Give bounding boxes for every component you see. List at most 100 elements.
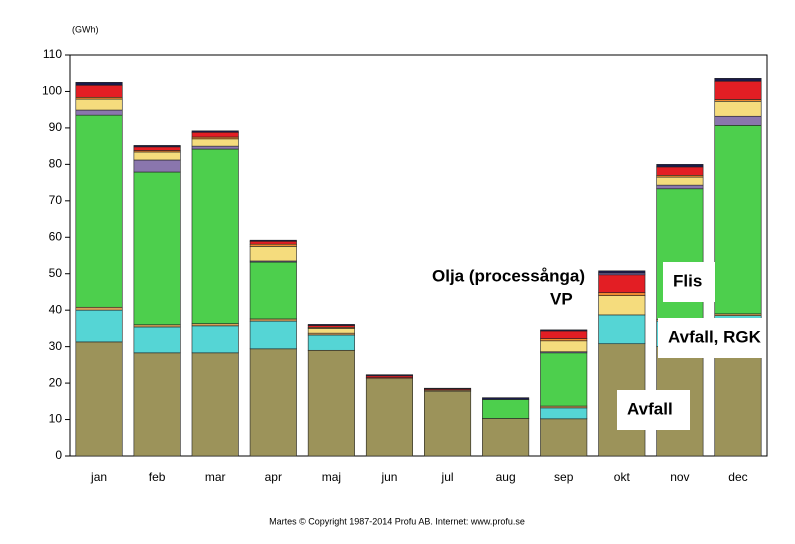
x-tick-label: jun: [380, 470, 397, 484]
bar-segment: [133, 352, 181, 457]
bar-segment: [307, 324, 355, 326]
bar-segment: [714, 78, 762, 82]
y-tick-label: 0: [55, 448, 62, 462]
bar-segment: [540, 407, 588, 420]
bar-segment: [75, 306, 123, 311]
bar-segment: [598, 292, 646, 296]
x-tick-label: feb: [149, 470, 166, 484]
bar-segment: [133, 146, 181, 151]
x-tick-label: jan: [90, 470, 107, 484]
y-tick-label: 60: [49, 229, 63, 243]
y-tick-label: 70: [49, 193, 63, 207]
bar-segment: [482, 397, 530, 400]
bar-segment: [133, 326, 181, 354]
bar-segment: [482, 399, 530, 419]
bar-segment: [133, 159, 181, 173]
bar-segment: [424, 387, 472, 390]
bar-segment: [365, 378, 413, 457]
bar-segment: [191, 325, 239, 354]
annotation: Avfall, RGK: [668, 327, 762, 346]
x-tick-label: dec: [728, 470, 747, 484]
bar-segment: [598, 270, 646, 274]
bar-segment: [249, 318, 297, 322]
bar-segment: [540, 330, 588, 339]
y-tick-label: 80: [49, 157, 63, 171]
bar-segment: [75, 82, 123, 86]
bar-segment: [307, 328, 355, 334]
bar-segment: [714, 100, 762, 117]
bar-segment: [249, 240, 297, 245]
bar-segment: [75, 114, 123, 308]
bar-segment: [307, 349, 355, 457]
bar-segment: [191, 323, 239, 327]
bar-segment: [191, 130, 239, 133]
bar-segment: [133, 171, 181, 326]
bar-segment: [365, 374, 413, 377]
x-tick-label: maj: [322, 470, 341, 484]
bar-segment: [540, 329, 588, 332]
annotation-box: [663, 262, 715, 302]
plot-frame: [69, 54, 768, 457]
x-tick-label: jul: [441, 470, 454, 484]
bar-segment: [249, 348, 297, 457]
y-tick-label: 110: [43, 47, 62, 61]
x-tick-label: aug: [496, 470, 516, 484]
bar-segment: [133, 151, 181, 161]
y-tick-label: 40: [49, 302, 63, 316]
bar-segment: [191, 148, 239, 324]
bar-segment: [191, 352, 239, 457]
y-tick-label: 20: [49, 375, 63, 389]
bar-segment: [656, 176, 704, 186]
x-tick-label: nov: [670, 470, 689, 484]
bar-segment: [75, 309, 123, 343]
bar-segment: [714, 115, 762, 126]
bar-segment: [249, 243, 297, 247]
bar-segment: [714, 80, 762, 100]
annotation: Olja (processånga): [432, 266, 585, 285]
bar-segment: [249, 239, 297, 242]
x-tick-label: apr: [265, 470, 282, 484]
bar-segment: [714, 125, 762, 315]
y-axis-label: (GWh): [72, 24, 99, 34]
y-tick-label: 10: [49, 412, 63, 426]
footer: Martes © Copyright 1987-2014 Profu AB. I…: [269, 516, 525, 526]
bar-segment: [656, 166, 704, 176]
x-tick-label: mar: [205, 470, 226, 484]
bar-segment: [75, 109, 123, 116]
bar-segment: [424, 390, 472, 457]
bar-segment: [307, 334, 355, 351]
annotation: Flis: [673, 271, 702, 290]
bar-segment: [598, 314, 646, 345]
y-tick-label: 100: [42, 84, 62, 98]
bar-segment: [249, 261, 297, 320]
annotation: Avfall: [627, 399, 673, 418]
bar-segment: [191, 138, 239, 147]
bar-segment: [540, 338, 588, 342]
bar-segment: [133, 145, 181, 148]
bar-segment: [191, 131, 239, 138]
bar-segment: [249, 246, 297, 262]
bar-segment: [249, 320, 297, 350]
annotation-box: [617, 390, 690, 430]
bar-segment: [656, 164, 704, 168]
bar-segment: [656, 184, 704, 190]
bar-segment: [540, 340, 588, 353]
bar-segment: [598, 274, 646, 293]
y-tick-label: 30: [49, 339, 63, 353]
bar-segment: [133, 324, 181, 328]
y-tick-label: 90: [49, 120, 63, 134]
bar-segment: [191, 145, 239, 150]
x-tick-label: okt: [614, 470, 631, 484]
annotation: VP: [550, 289, 573, 308]
y-tick-label: 50: [49, 266, 63, 280]
x-tick-label: sep: [554, 470, 574, 484]
bar-segment: [540, 352, 588, 407]
annotation-box: [658, 318, 765, 358]
bar-segment: [75, 84, 123, 98]
bar-segment: [540, 418, 588, 457]
bar-segment: [75, 341, 123, 457]
bar-segment: [482, 418, 530, 457]
bar-segment: [75, 98, 123, 111]
bar-segment: [598, 295, 646, 316]
